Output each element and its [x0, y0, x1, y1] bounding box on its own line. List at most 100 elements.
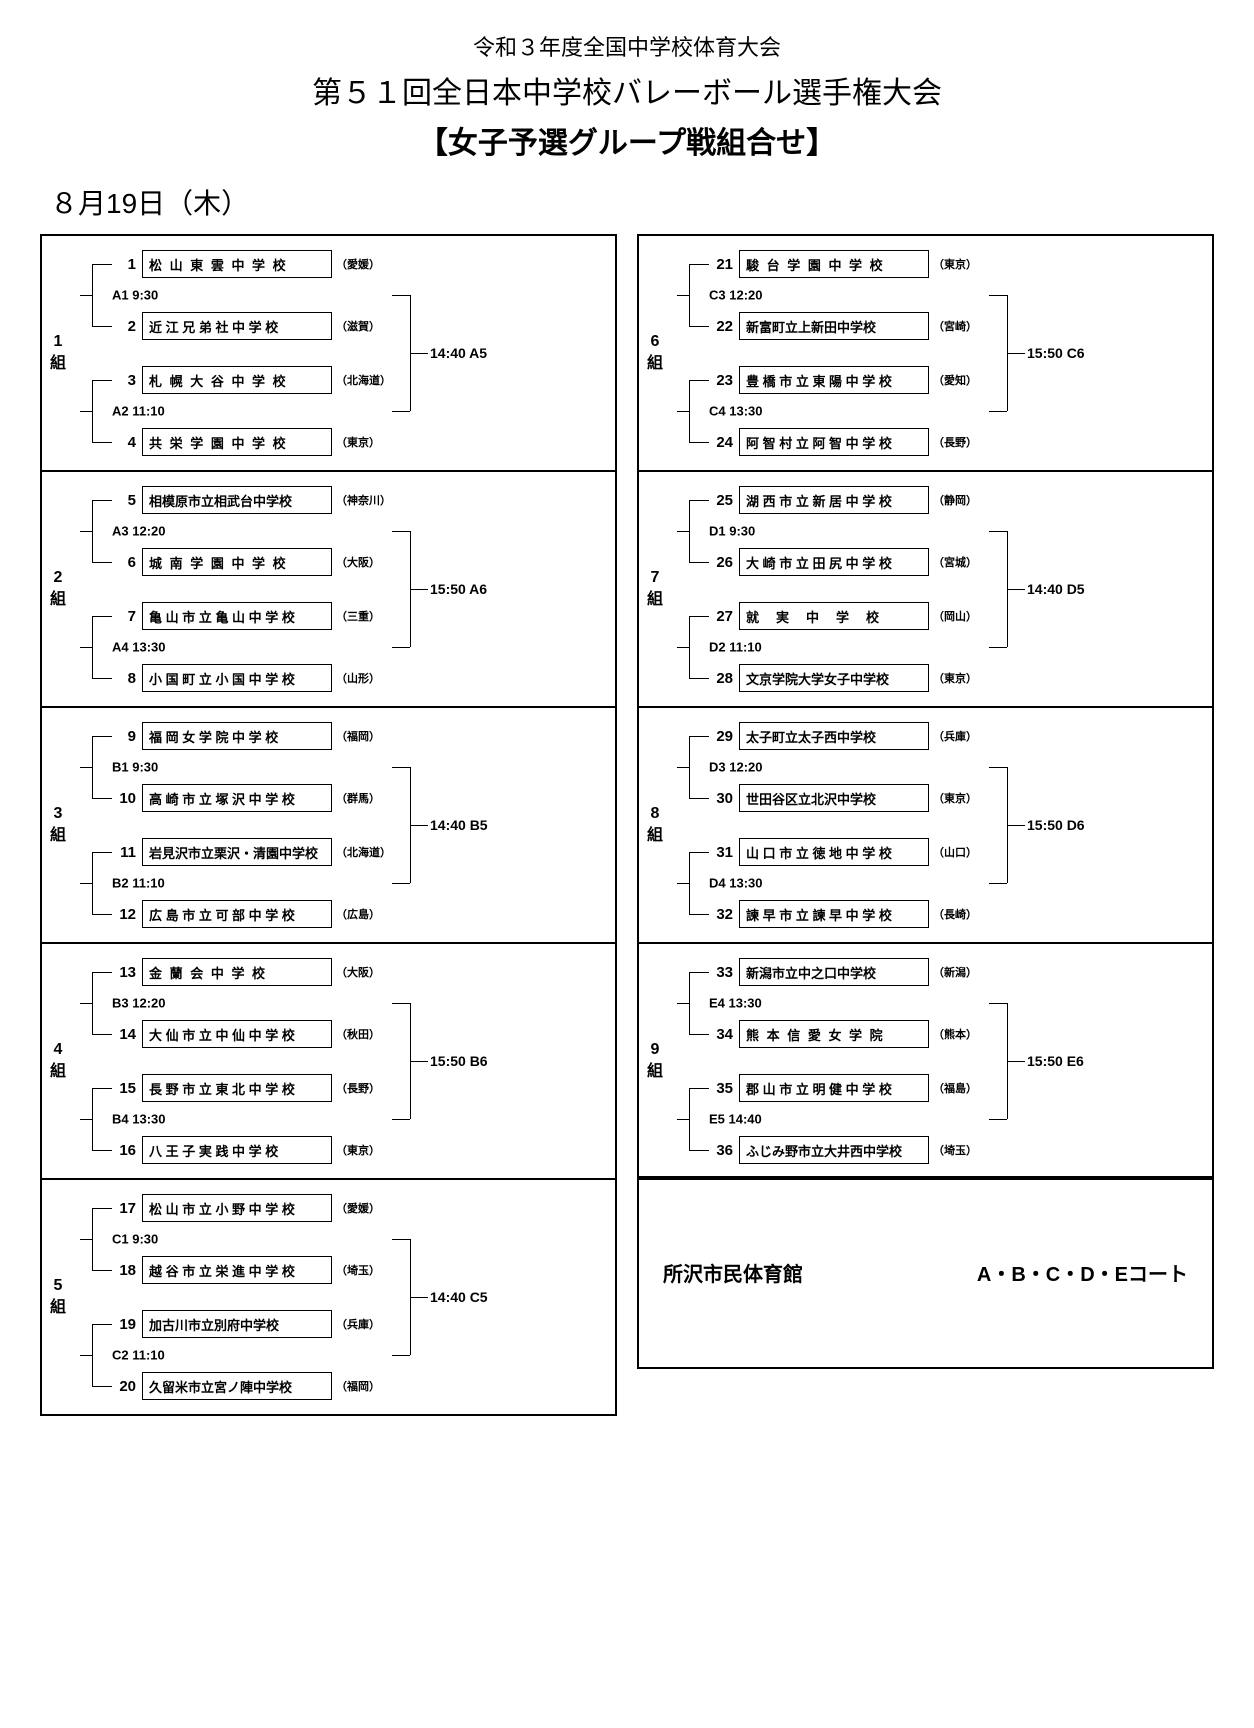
- team-row: 30世田谷区立北沢中学校（東京）: [709, 784, 1204, 812]
- team-row: 24阿 智 村 立 阿 智 中 学 校（長野）: [709, 428, 1204, 456]
- seed-number: 11: [112, 844, 142, 861]
- team-row: 9福 岡 女 学 院 中 学 校（福岡）: [112, 722, 607, 750]
- match-time-label: C1 9:30: [112, 1232, 158, 1247]
- seed-number: 24: [709, 434, 739, 451]
- group-1: 1組1松 山 東 雲 中 学 校（愛媛）2近 江 兄 弟 社 中 学 校（滋賀）…: [40, 234, 617, 472]
- bracket: 33新潟市立中之口中学校（新潟）34熊 本 信 愛 女 学 院（熊本）E4 13…: [667, 958, 1204, 1164]
- match-pair: 9福 岡 女 学 院 中 学 校（福岡）10高 崎 市 立 塚 沢 中 学 校（…: [70, 722, 607, 812]
- match-time-label: A3 12:20: [112, 524, 165, 539]
- bracket: 9福 岡 女 学 院 中 学 校（福岡）10高 崎 市 立 塚 沢 中 学 校（…: [70, 722, 607, 928]
- team-row: 1松 山 東 雲 中 学 校（愛媛）: [112, 250, 607, 278]
- prefecture: （福岡）: [336, 728, 380, 744]
- team-name: ふじみ野市立大井西中学校: [739, 1136, 929, 1164]
- team-name: 新潟市立中之口中学校: [739, 958, 929, 986]
- team-row: 26大 崎 市 立 田 尻 中 学 校（宮城）: [709, 548, 1204, 576]
- bracket: 13金 蘭 会 中 学 校（大阪）14大 仙 市 立 中 仙 中 学 校（秋田）…: [70, 958, 607, 1164]
- seed-number: 7: [112, 608, 142, 625]
- team-row: 36ふじみ野市立大井西中学校（埼玉）: [709, 1136, 1204, 1164]
- prefecture: （東京）: [933, 790, 977, 806]
- prefecture: （広島）: [336, 906, 380, 922]
- team-name: 新富町立上新田中学校: [739, 312, 929, 340]
- team-name: 松 山 市 立 小 野 中 学 校: [142, 1194, 332, 1222]
- seed-number: 15: [112, 1080, 142, 1097]
- group-label: 7組: [643, 567, 667, 612]
- match-time-label: C2 11:10: [112, 1348, 165, 1363]
- seed-number: 21: [709, 256, 739, 273]
- team-row: 19加古川市立別府中学校（兵庫）: [112, 1310, 607, 1338]
- group-label: 6組: [643, 331, 667, 376]
- team-name: 札 幌 大 谷 中 学 校: [142, 366, 332, 394]
- team-row: 28文京学院大学女子中学校（東京）: [709, 664, 1204, 692]
- seed-number: 1: [112, 256, 142, 273]
- bracket-columns: 1組1松 山 東 雲 中 学 校（愛媛）2近 江 兄 弟 社 中 学 校（滋賀）…: [40, 234, 1214, 1416]
- team-row: 33新潟市立中之口中学校（新潟）: [709, 958, 1204, 986]
- match-time-label: D4 13:30: [709, 876, 762, 891]
- bracket: 5相模原市立相武台中学校（神奈川）6城 南 学 園 中 学 校（大阪）A3 12…: [70, 486, 607, 692]
- group-label: 2組: [46, 567, 70, 612]
- prefecture: （滋賀）: [336, 318, 380, 334]
- title-line2: 第５１回全日本中学校バレーボール選手権大会: [40, 68, 1214, 112]
- date-label: ８月19日（木）: [40, 182, 1214, 222]
- seed-number: 19: [112, 1316, 142, 1333]
- team-name: 豊 橋 市 立 東 陽 中 学 校: [739, 366, 929, 394]
- match-pair: 19加古川市立別府中学校（兵庫）20久留米市立宮ノ陣中学校（福岡）C2 11:1…: [70, 1310, 607, 1400]
- seed-number: 31: [709, 844, 739, 861]
- prefecture: （福島）: [933, 1080, 977, 1096]
- venue-name: 所沢市民体育館: [663, 1258, 803, 1287]
- match-pair: 27就 実 中 学 校（岡山）28文京学院大学女子中学校（東京）D2 11:10: [667, 602, 1204, 692]
- seed-number: 30: [709, 790, 739, 807]
- match-pair: 31山 口 市 立 徳 地 中 学 校（山口）32諫 早 市 立 諫 早 中 学…: [667, 838, 1204, 928]
- group-3: 3組9福 岡 女 学 院 中 学 校（福岡）10高 崎 市 立 塚 沢 中 学 …: [40, 706, 617, 944]
- seed-number: 6: [112, 554, 142, 571]
- seed-number: 36: [709, 1142, 739, 1159]
- match-time-label: E5 14:40: [709, 1112, 762, 1127]
- prefecture: （埼玉）: [336, 1262, 380, 1278]
- team-name: 相模原市立相武台中学校: [142, 486, 332, 514]
- seed-number: 20: [112, 1378, 142, 1395]
- seed-number: 33: [709, 964, 739, 981]
- team-name: 八 王 子 実 践 中 学 校: [142, 1136, 332, 1164]
- final-time-label: 14:40 A5: [430, 345, 601, 361]
- match-pair: 5相模原市立相武台中学校（神奈川）6城 南 学 園 中 学 校（大阪）A3 12…: [70, 486, 607, 576]
- prefecture: （三重）: [336, 608, 380, 624]
- prefecture: （福岡）: [336, 1378, 380, 1394]
- team-name: 諫 早 市 立 諫 早 中 学 校: [739, 900, 929, 928]
- team-name: 太子町立太子西中学校: [739, 722, 929, 750]
- team-row: 23豊 橋 市 立 東 陽 中 学 校（愛知）: [709, 366, 1204, 394]
- prefecture: （埼玉）: [933, 1142, 977, 1158]
- venue-courts: A・B・C・D・Eコート: [977, 1258, 1188, 1287]
- prefecture: （群馬）: [336, 790, 380, 806]
- title-line3: 【女子予選グループ戦組合せ】: [40, 118, 1214, 162]
- match-time-label: B1 9:30: [112, 760, 158, 775]
- match-time-label: D2 11:10: [709, 640, 762, 655]
- final-time-label: 15:50 A6: [430, 581, 601, 597]
- prefecture: （東京）: [336, 1142, 380, 1158]
- prefecture: （秋田）: [336, 1026, 380, 1042]
- seed-number: 8: [112, 670, 142, 687]
- prefecture: （東京）: [336, 434, 380, 450]
- match-time-label: C4 13:30: [709, 404, 762, 419]
- group-9: 9組33新潟市立中之口中学校（新潟）34熊 本 信 愛 女 学 院（熊本）E4 …: [637, 942, 1214, 1180]
- prefecture: （愛媛）: [336, 256, 380, 272]
- prefecture: （宮崎）: [933, 318, 977, 334]
- match-pair: 15長 野 市 立 東 北 中 学 校（長野）16八 王 子 実 践 中 学 校…: [70, 1074, 607, 1164]
- prefecture: （北海道）: [336, 844, 391, 860]
- seed-number: 17: [112, 1200, 142, 1217]
- team-name: 世田谷区立北沢中学校: [739, 784, 929, 812]
- team-row: 13金 蘭 会 中 学 校（大阪）: [112, 958, 607, 986]
- prefecture: （愛媛）: [336, 1200, 380, 1216]
- bracket: 1松 山 東 雲 中 学 校（愛媛）2近 江 兄 弟 社 中 学 校（滋賀）A1…: [70, 250, 607, 456]
- prefecture: （熊本）: [933, 1026, 977, 1042]
- team-name: 共 栄 学 園 中 学 校: [142, 428, 332, 456]
- team-row: 16八 王 子 実 践 中 学 校（東京）: [112, 1136, 607, 1164]
- seed-number: 22: [709, 318, 739, 335]
- bracket: 21駿 台 学 園 中 学 校（東京）22新富町立上新田中学校（宮崎）C3 12…: [667, 250, 1204, 456]
- team-name: 松 山 東 雲 中 学 校: [142, 250, 332, 278]
- header: 令和３年度全国中学校体育大会 第５１回全日本中学校バレーボール選手権大会 【女子…: [40, 30, 1214, 162]
- prefecture: （兵庫）: [933, 728, 977, 744]
- seed-number: 27: [709, 608, 739, 625]
- match-pair: 25湖 西 市 立 新 居 中 学 校（静岡）26大 崎 市 立 田 尻 中 学…: [667, 486, 1204, 576]
- team-name: 城 南 学 園 中 学 校: [142, 548, 332, 576]
- team-name: 亀 山 市 立 亀 山 中 学 校: [142, 602, 332, 630]
- seed-number: 34: [709, 1026, 739, 1043]
